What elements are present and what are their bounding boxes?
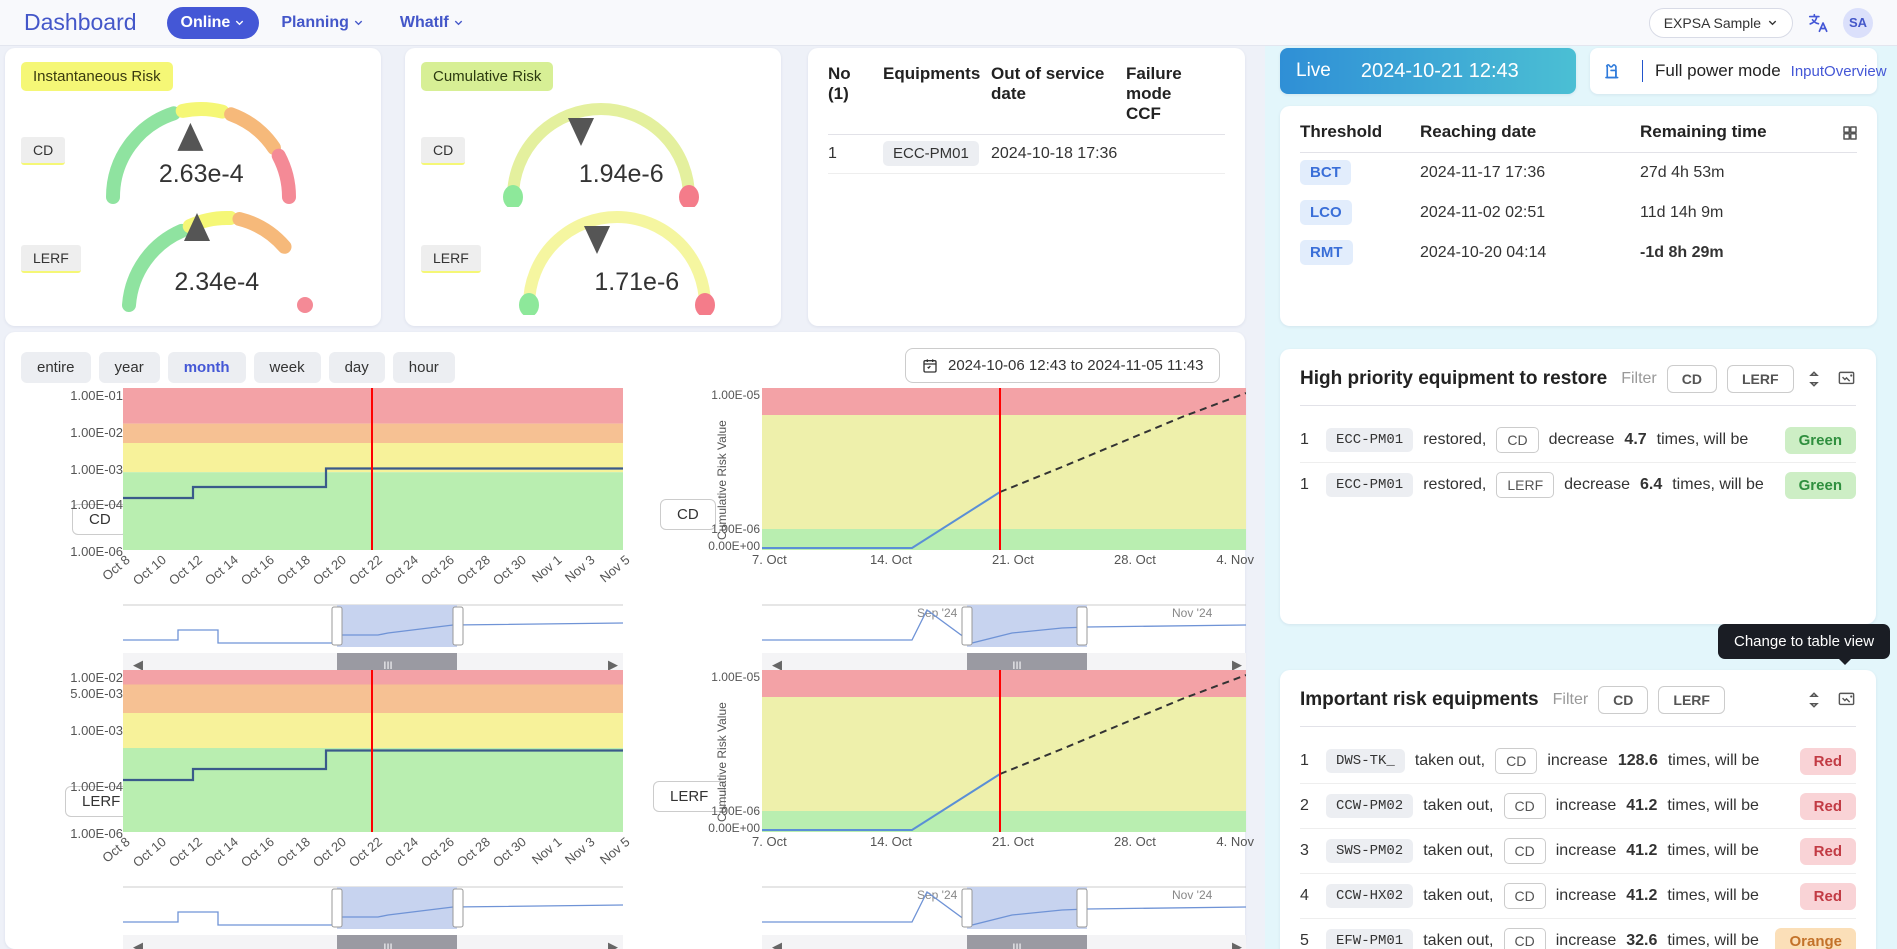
svg-text:III: III (383, 942, 392, 949)
svg-text:III: III (1012, 942, 1021, 949)
svg-text:▶: ▶ (1232, 939, 1242, 949)
svg-text:Nov '24: Nov '24 (1172, 888, 1213, 902)
svg-text:◀: ◀ (772, 939, 782, 949)
svg-text:▶: ▶ (608, 939, 618, 949)
svg-text:◀: ◀ (133, 939, 143, 949)
svg-text:Nov '24: Nov '24 (1172, 606, 1213, 620)
